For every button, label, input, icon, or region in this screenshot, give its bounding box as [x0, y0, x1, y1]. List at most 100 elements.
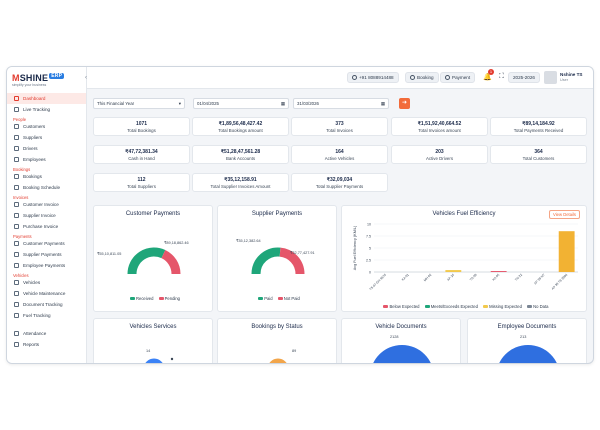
sidebar-item-supplier-invoice[interactable]: Supplier Invoice — [7, 210, 86, 221]
stat-card: 373 Total Invoices — [291, 117, 388, 136]
sidebar-item-customer-invoice[interactable]: Customer Invoice — [7, 199, 86, 210]
x-tick-label: TN 22 — [514, 273, 523, 282]
vehicle-services-panel: Vehicles Services 14 — [93, 318, 213, 363]
menu-icon — [14, 213, 19, 218]
stat-value: ₹47,72,381.34 — [125, 149, 158, 155]
year-selector[interactable]: 2025-2026 — [508, 72, 540, 83]
booking-button[interactable]: Booking — [405, 72, 439, 83]
user-menu[interactable]: Nshine TS User — [544, 71, 593, 85]
stat-label: Total Suppliers — [127, 184, 156, 189]
sidebar-item-employees[interactable]: Employees — [7, 154, 86, 165]
bell-icon[interactable]: 🔔 — [483, 74, 492, 81]
sidebar-item-customers[interactable]: Customers — [7, 121, 86, 132]
view-details-button[interactable]: View Details — [549, 210, 580, 219]
pending-arc — [161, 250, 181, 275]
stat-label: Total Invoices amount — [418, 128, 461, 133]
sidebar-item-vehicle-maintenance[interactable]: Vehicle Maintenance — [7, 288, 86, 299]
legend-swatch — [277, 297, 283, 301]
stat-value: ₹1,89,56,48,427.42 — [218, 121, 263, 127]
menu-icon — [14, 342, 19, 347]
sidebar-item-drivers[interactable]: Drivers — [7, 143, 86, 154]
collapse-sidebar-icon[interactable]: ‹ — [85, 75, 87, 81]
sidebar-item-employee-payments[interactable]: Employee Payments — [7, 260, 86, 271]
stat-card: 112 Total Suppliers — [93, 173, 190, 192]
stat-value: ₹32,09,034 — [326, 177, 353, 183]
stat-value: 373 — [335, 121, 344, 127]
plus-circle-icon — [445, 75, 450, 80]
stat-value: 1071 — [135, 121, 148, 127]
received-value: ₹55,10,811.05 — [97, 252, 122, 256]
y-axis-label: Avg Fuel Efficiency (KM/L) — [353, 225, 357, 270]
sidebar-item-attendance[interactable]: Attendance — [7, 328, 86, 339]
menu-icon — [14, 135, 19, 140]
stat-value: ₹51,28,47,561.28 — [220, 149, 261, 155]
customer-payments-gauge — [127, 247, 181, 275]
sidebar-item-booking-schedule[interactable]: Booking Schedule — [7, 182, 86, 193]
vehicle-documents-panel: Vehicle Documents 2128 — [341, 318, 461, 363]
sidebar-item-purchase-invoice[interactable]: Purchase Invoice — [7, 221, 86, 232]
sidebar-nav: Dashboard Live Tracking People Customers Sup… — [7, 93, 86, 350]
not-paid-arc — [279, 247, 305, 275]
sidebar-section-label: People — [13, 117, 27, 122]
stat-value: ₹35,12,158.91 — [224, 177, 257, 183]
stat-label: Total Payments Received — [513, 128, 564, 133]
stat-label: Total Supplier Payments — [315, 184, 364, 189]
y-tick-label: 10 — [367, 222, 371, 226]
menu-icon — [14, 313, 19, 318]
period-select[interactable]: This Financial Year ▾ — [93, 98, 185, 109]
sidebar-item-customer-payments[interactable]: Customer Payments — [7, 238, 86, 249]
sidebar-item-document-tracking[interactable]: Document Tracking — [7, 299, 86, 310]
sidebar-item-fuel-tracking[interactable]: Fuel Tracking — [7, 310, 86, 321]
bar — [558, 231, 575, 272]
sidebar-item-vehicles[interactable]: Vehicles — [7, 277, 86, 288]
sidebar-item-supplier-payments[interactable]: Supplier Payments — [7, 249, 86, 260]
plus-circle-icon — [410, 75, 415, 80]
stat-label: Bank Accounts — [225, 156, 256, 161]
calendar-icon: ▦ — [280, 100, 285, 106]
stat-card: 164 Active Vehicles — [291, 145, 388, 164]
sidebar-item-suppliers[interactable]: Suppliers — [7, 132, 86, 143]
sidebar-item-reports[interactable]: Reports — [7, 339, 86, 350]
fullscreen-icon[interactable]: ⛶ — [499, 73, 504, 80]
sidebar-item-bookings[interactable]: Bookings — [7, 171, 86, 182]
menu-icon — [14, 124, 19, 129]
pending-value: ₹89,18,862.46 — [164, 241, 189, 245]
stat-label: Active Drivers — [425, 156, 454, 161]
menu-icon — [14, 174, 19, 179]
app-window: MSHINE ERP simplify your business Dashboa… — [6, 66, 594, 364]
phone-button[interactable]: +91 8088914488 — [347, 72, 399, 83]
from-date-input[interactable]: 01/04/2025 ▦ — [193, 98, 289, 109]
menu-icon — [14, 263, 19, 268]
sidebar-item-live-tracking[interactable]: Live Tracking — [7, 104, 86, 115]
x-tick-label: KA 01 — [401, 273, 410, 282]
legend-swatch — [383, 305, 389, 309]
sidebar-item-dashboard[interactable]: Dashboard — [7, 93, 86, 104]
stat-label: Total Bookings amount — [218, 128, 263, 133]
supplier-payments-gauge — [251, 247, 305, 275]
menu-icon — [14, 202, 19, 207]
stat-card: 364 Total Customers — [490, 145, 587, 164]
apply-filter-button[interactable]: ➜ — [399, 98, 410, 109]
stat-card: ₹1,89,56,48,427.42 Total Bookings amount — [192, 117, 289, 136]
menu-icon — [14, 157, 19, 162]
sidebar: MSHINE ERP simplify your business Dashboa… — [7, 67, 87, 363]
chevron-down-icon: ▾ — [178, 100, 181, 106]
supplier-payments-legend: Paid Not Paid — [218, 296, 336, 301]
legend-swatch — [483, 305, 489, 309]
supplier-payments-title: Supplier Payments — [251, 211, 303, 217]
to-date-input[interactable]: 31/03/2026 ▦ — [293, 98, 389, 109]
brand-logo[interactable]: MSHINE ERP simplify your business — [12, 73, 65, 87]
legend-swatch — [129, 297, 135, 301]
legend-swatch — [258, 297, 264, 301]
payment-button[interactable]: Payment — [440, 72, 476, 83]
stat-card: ₹32,09,034 Total Supplier Payments — [291, 173, 388, 192]
fuel-legend: Below Expected Meets/Exceeds Expected Mi… — [342, 304, 586, 309]
legend-swatch — [424, 305, 430, 309]
y-tick-label: 2.5 — [366, 258, 371, 262]
menu-icon — [14, 331, 19, 336]
menu-icon — [14, 107, 19, 112]
stat-label: Total Customers — [522, 156, 555, 161]
menu-icon — [14, 224, 19, 229]
stat-card: ₹1,51,92,40,664.52 Total Invoices amount — [391, 117, 488, 136]
stat-card: ₹89,14,184.92 Total Payments Received — [490, 117, 587, 136]
